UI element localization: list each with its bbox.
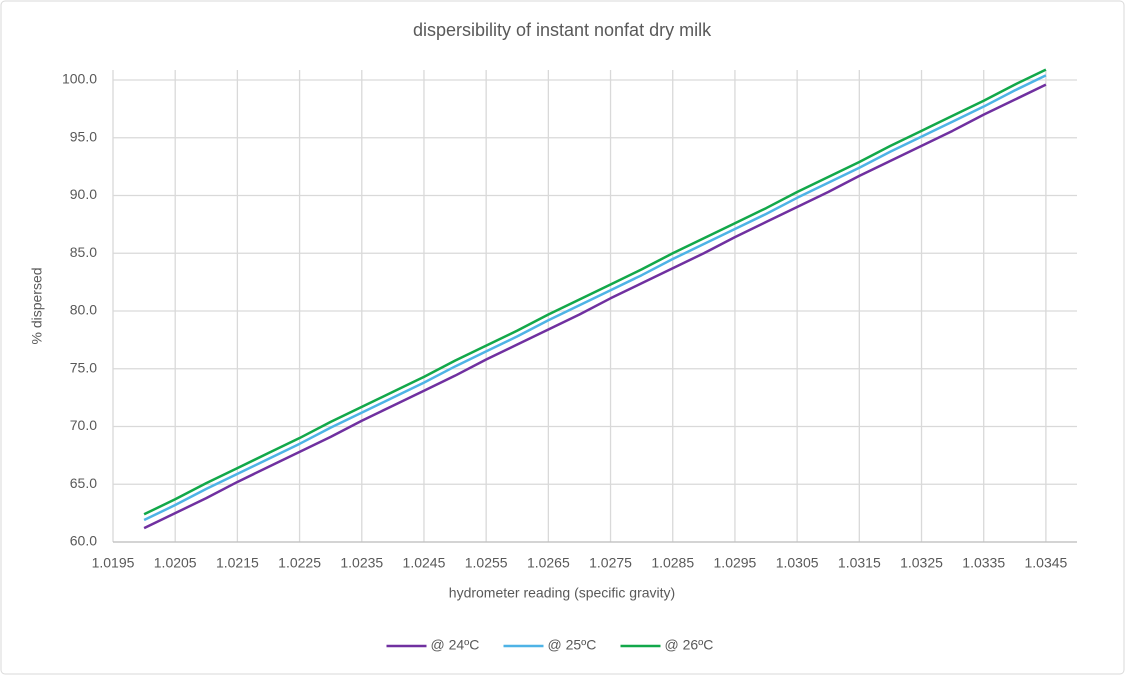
series-line [143, 83, 1047, 530]
y-tick-label: 65.0 [70, 475, 97, 491]
x-tick-label: 1.0305 [776, 555, 819, 571]
x-tick-label: 1.0335 [962, 555, 1005, 571]
x-tick-label: 1.0225 [278, 555, 321, 571]
x-tick-label: 1.0215 [216, 555, 259, 571]
legend-label: @ 26ºC [665, 637, 714, 653]
y-tick-label: 75.0 [70, 359, 97, 375]
y-tick-label: 95.0 [70, 128, 97, 144]
x-tick-label: 1.0315 [838, 555, 881, 571]
x-tick-label: 1.0195 [92, 555, 135, 571]
x-tick-label: 1.0275 [589, 555, 632, 571]
y-tick-label: 80.0 [70, 302, 97, 318]
y-tick-label: 70.0 [70, 417, 97, 433]
x-tick-label: 1.0285 [651, 555, 694, 571]
x-tick-label: 1.0235 [340, 555, 383, 571]
y-tick-label: 90.0 [70, 186, 97, 202]
series-line [143, 68, 1047, 516]
x-tick-label: 1.0345 [1024, 555, 1067, 571]
legend-label: @ 25ºC [548, 637, 597, 653]
y-tick-label: 60.0 [70, 533, 97, 549]
chart-title: dispersibility of instant nonfat dry mil… [413, 20, 712, 40]
x-tick-label: 1.0245 [403, 555, 446, 571]
x-tick-label: 1.0295 [714, 555, 757, 571]
y-tick-label: 85.0 [70, 244, 97, 260]
y-axis-label: % dispersed [29, 267, 45, 344]
x-axis-label: hydrometer reading (specific gravity) [449, 585, 675, 601]
x-tick-label: 1.0205 [154, 555, 197, 571]
y-tick-label: 100.0 [62, 71, 97, 87]
series-line [143, 74, 1047, 522]
legend-label: @ 24ºC [431, 637, 480, 653]
x-tick-label: 1.0255 [465, 555, 508, 571]
x-tick-label: 1.0325 [900, 555, 943, 571]
x-tick-label: 1.0265 [527, 555, 570, 571]
